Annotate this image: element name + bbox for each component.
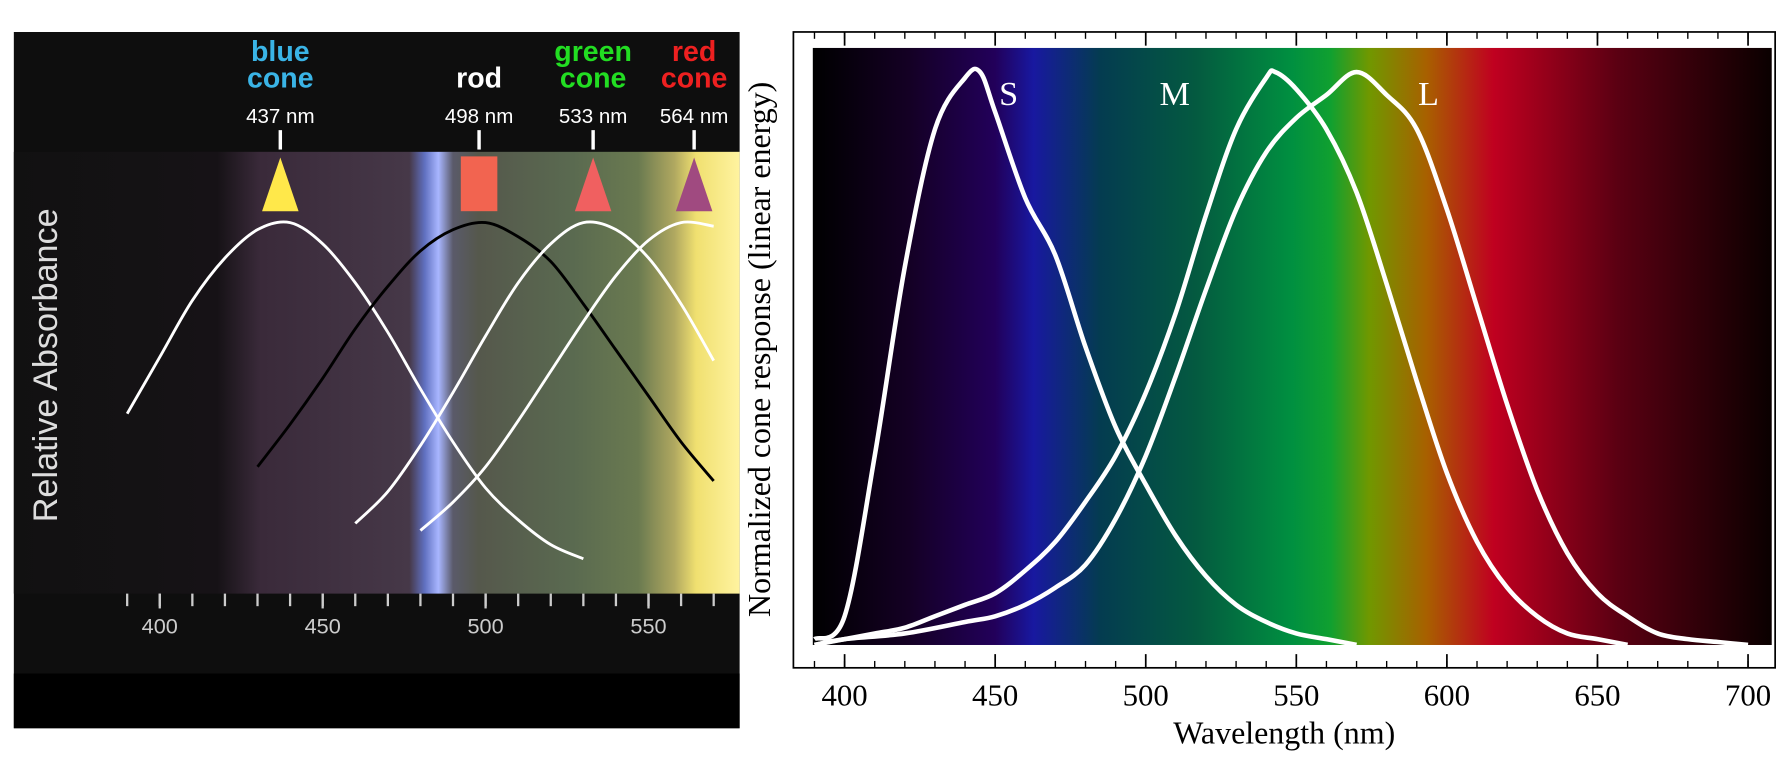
axes-frame: [792, 31, 1777, 669]
spectrum-band: [13, 151, 740, 594]
marker-label: 498 nm: [445, 105, 513, 128]
x-axis-label: Wavelength (nm): [1173, 716, 1395, 751]
series-line: [354, 220, 715, 525]
spectrum-background: [812, 47, 1772, 645]
marker-label: 533 nm: [559, 105, 627, 128]
series-line: [256, 220, 715, 482]
series-line: [419, 220, 714, 532]
x-tick-label: 500: [468, 614, 504, 639]
x-tick-label: 500: [1123, 679, 1169, 713]
series-line: [125, 220, 584, 561]
x-tick-label: 700: [1725, 679, 1771, 713]
series-label: S: [999, 75, 1018, 113]
marker: [574, 157, 612, 212]
x-tick-label: 550: [1273, 679, 1319, 713]
x-tick-label: 450: [972, 679, 1018, 713]
marker: [262, 157, 299, 212]
series-line: [814, 69, 1749, 648]
marker-name: blue: [251, 36, 310, 68]
marker: [460, 156, 498, 212]
x-tick-label: 450: [305, 614, 341, 639]
marker: [675, 157, 713, 212]
y-axis-label: Relative Absorbance: [27, 208, 65, 522]
series-line: [813, 66, 1357, 648]
marker-name: cone: [661, 62, 728, 94]
marker-name: red: [672, 36, 716, 68]
marker-name: cone: [247, 62, 314, 94]
x-tick-label: 600: [1424, 679, 1470, 713]
series-line: [814, 68, 1629, 648]
left-panel: Relative Absorbance 400 450 500 550bluecone…: [13, 31, 740, 729]
series-label: L: [1418, 75, 1439, 113]
panel-footer: [13, 673, 740, 729]
marker-name: green: [554, 36, 632, 68]
series-label: M: [1160, 75, 1190, 113]
marker-label: 564 nm: [660, 105, 728, 128]
marker-name: cone: [560, 62, 627, 94]
right-panel: Wavelength (nm) Normalized cone response…: [742, 31, 1777, 751]
x-tick-label: 400: [142, 614, 178, 639]
x-tick-label: 550: [630, 614, 666, 639]
x-tick-label: 650: [1574, 679, 1620, 713]
marker-name: rod: [456, 62, 502, 94]
x-tick-label: 400: [821, 679, 867, 713]
y-axis-label: Normalized cone response (linear energy): [742, 82, 777, 617]
marker-label: 437 nm: [246, 105, 314, 128]
